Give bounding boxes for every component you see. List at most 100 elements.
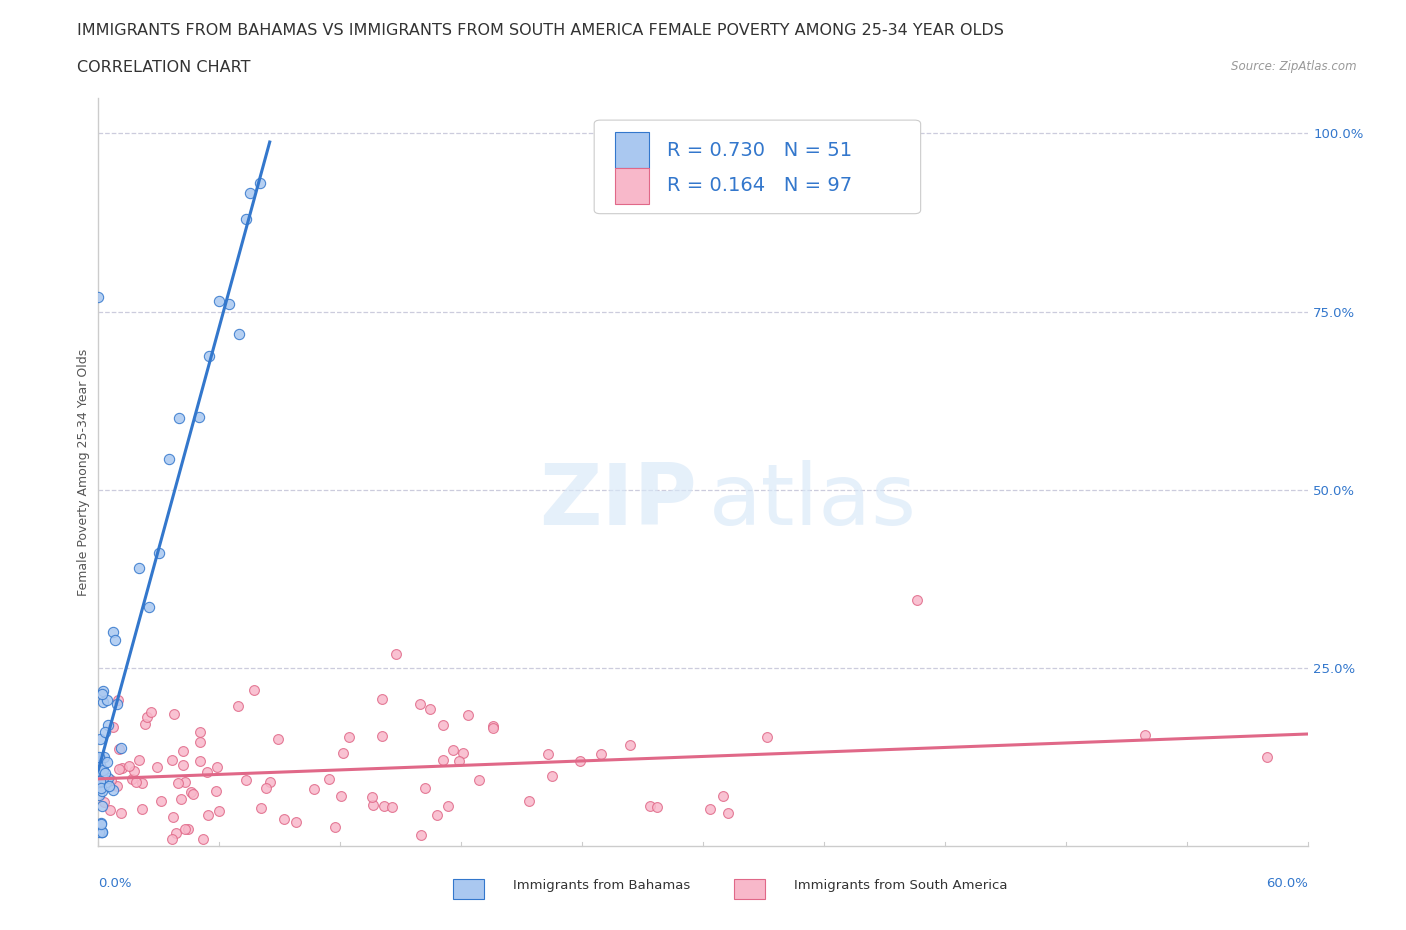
Point [136,710,159,724]
Point [89,775,111,790]
Point [426,807,449,822]
Point [371,692,394,707]
Point [90,817,112,831]
Point [101,720,124,735]
Point [163,707,186,722]
Point [87,787,110,802]
Point [239,185,262,200]
Point [589,746,612,761]
Text: CORRELATION CHART: CORRELATION CHART [77,60,250,75]
Point [96,754,118,769]
Point [437,799,460,814]
Point [332,746,354,761]
Point [160,831,183,846]
Point [91,695,114,710]
Point [128,561,150,576]
Point [541,768,564,783]
Point [107,692,129,707]
Point [138,600,160,615]
Point [105,778,128,793]
Point [100,772,122,787]
Point [122,764,145,778]
Point [905,593,928,608]
Point [645,800,668,815]
Point [90,825,112,840]
Point [384,646,406,661]
Point [259,775,281,790]
Text: 60.0%: 60.0% [1265,877,1308,890]
Point [167,776,190,790]
Point [537,747,560,762]
Point [101,782,124,797]
Point [105,697,128,711]
Point [640,798,662,813]
Point [149,794,172,809]
Point [361,798,384,813]
Point [373,798,395,813]
Point [97,718,120,733]
Point [146,760,169,775]
Point [131,802,153,817]
Point [195,764,218,779]
Point [218,297,240,312]
Point [226,698,249,713]
Y-axis label: Female Poverty Among 25-34 Year Olds: Female Poverty Among 25-34 Year Olds [77,349,90,595]
Point [188,724,211,739]
Point [91,767,114,782]
Point [97,770,120,785]
Text: ZIP: ZIP [540,460,697,543]
Point [517,793,540,808]
Point [91,684,114,698]
Point [104,632,127,647]
Point [87,764,110,778]
Point [90,780,112,795]
Point [170,791,193,806]
Point [568,753,591,768]
Point [205,760,228,775]
Point [242,683,264,698]
Point [98,778,121,793]
Point [121,772,143,787]
Point [93,795,115,810]
Point [87,290,110,305]
Point [191,831,214,846]
Point [197,807,219,822]
Point [181,787,204,802]
Point [468,773,491,788]
Point [89,774,111,789]
Point [87,825,110,840]
FancyBboxPatch shape [595,120,921,214]
Point [256,780,278,795]
Text: Immigrants from Bahamas: Immigrants from Bahamas [513,879,690,892]
Point [188,735,211,750]
Point [432,717,454,732]
Point [165,826,187,841]
Point [250,801,273,816]
Point [188,753,211,768]
Point [699,802,721,817]
Point [139,705,162,720]
Point [160,753,183,768]
Text: IMMIGRANTS FROM BAHAMAS VS IMMIGRANTS FROM SOUTH AMERICA FEMALE POVERTY AMONG 25: IMMIGRANTS FROM BAHAMAS VS IMMIGRANTS FR… [77,23,1004,38]
Point [91,770,114,785]
Point [172,743,194,758]
Point [228,326,250,341]
Point [91,784,114,799]
Point [619,737,641,752]
Point [482,719,505,734]
Point [409,828,432,843]
Point [273,811,295,826]
Point [110,805,132,820]
Point [419,702,441,717]
Point [89,750,111,764]
Text: Immigrants from South America: Immigrants from South America [794,879,1008,892]
Point [235,772,257,787]
Point [128,752,150,767]
Bar [614,168,648,204]
Point [89,732,111,747]
Point [205,783,228,798]
Point [198,349,221,364]
Point [94,765,117,780]
Point [89,758,111,773]
Point [101,625,124,640]
